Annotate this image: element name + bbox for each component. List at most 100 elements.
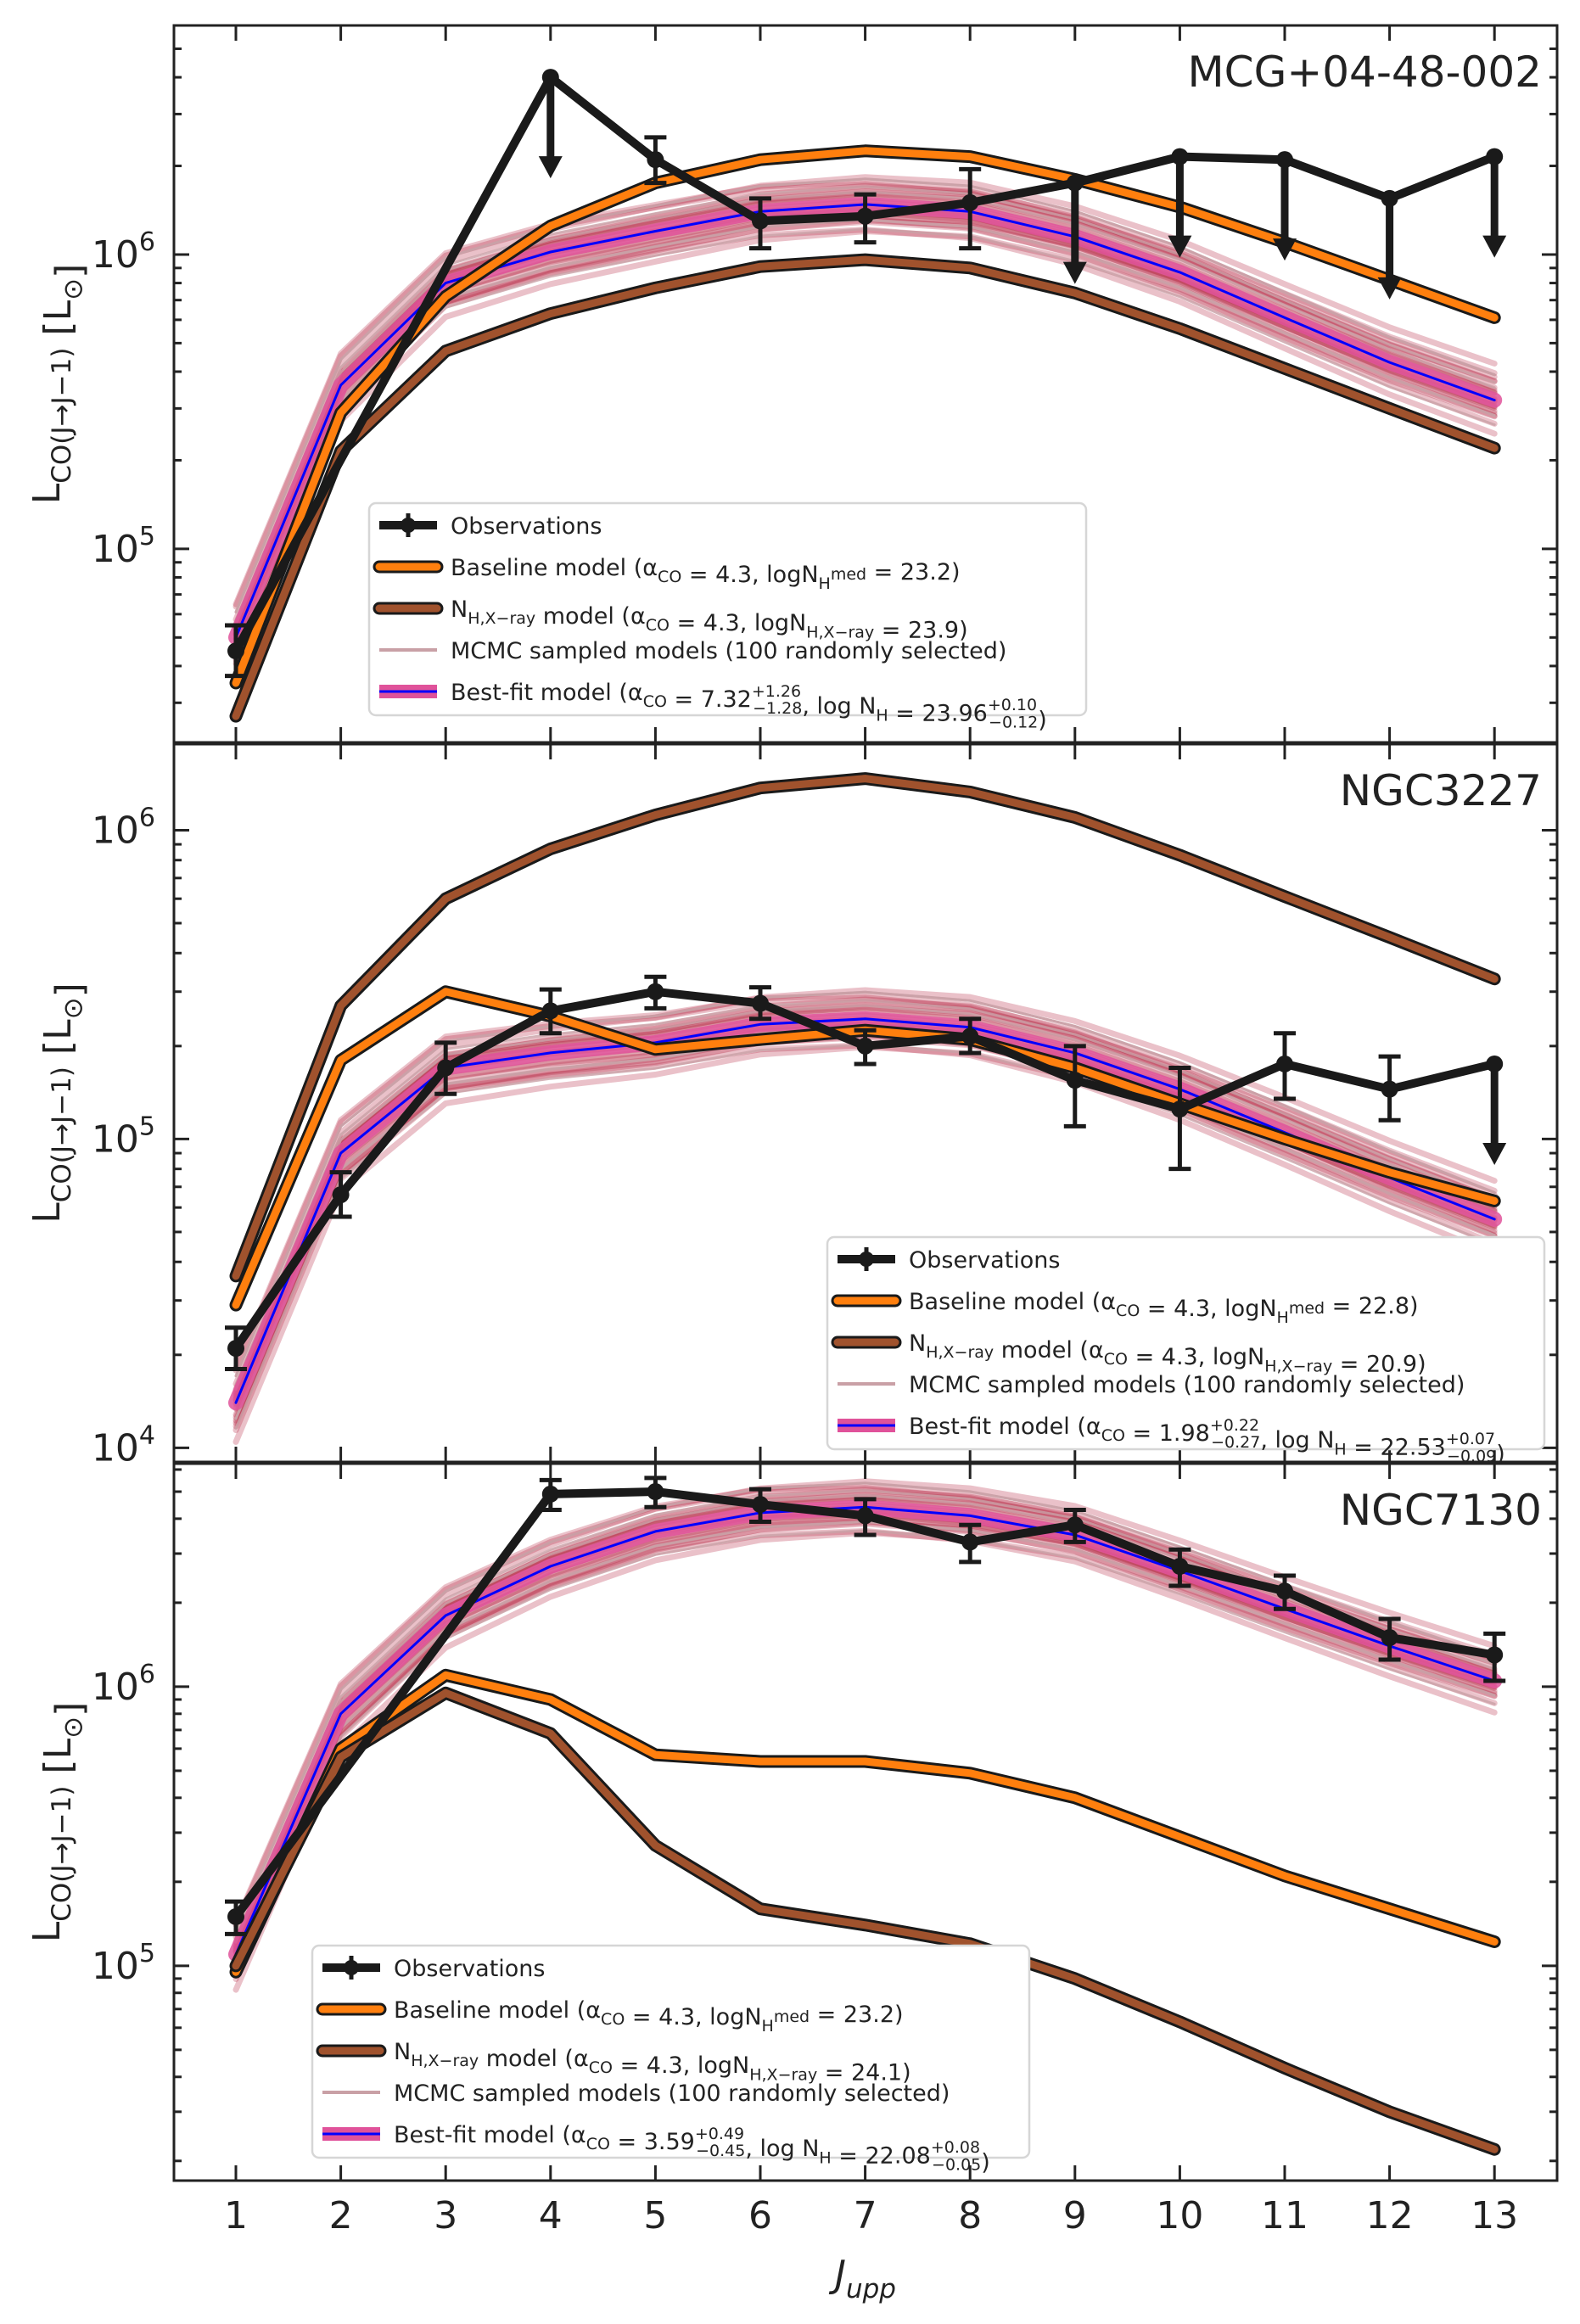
text-span: +0.07 [1446, 1430, 1495, 1448]
text-span: model (α [994, 1337, 1104, 1364]
observation-point [647, 983, 664, 1000]
text-span: N [451, 596, 468, 623]
text-span: H,X−ray [806, 623, 874, 641]
text-span: H [762, 2017, 774, 2036]
observation-point [961, 1028, 979, 1045]
x-axis-label: Jupp [828, 2253, 896, 2304]
observation-point [437, 1059, 455, 1077]
observation-point [1066, 174, 1084, 192]
text-span: CO [643, 692, 667, 711]
mcmc-sample-line [234, 177, 1496, 613]
text-span: Observations [451, 513, 602, 540]
text-span: = 22.53 [1347, 1434, 1446, 1460]
legend-label-nhx: NH,X−ray model (αCO = 4.3, logNH,X−ray =… [394, 2039, 911, 2086]
plot-area [225, 772, 1507, 1445]
observation-point [1381, 189, 1398, 207]
text-span: 5 [139, 522, 155, 552]
text-span: CO [586, 2135, 610, 2153]
y-axis-label: LCO(J→J−1) [L⊙] [25, 264, 91, 505]
observation-point [1276, 151, 1293, 169]
text-span: 5 [139, 1939, 155, 1968]
y-axis-label: LCO(J→J−1) [L⊙] [25, 983, 91, 1224]
observation-point [227, 1340, 244, 1358]
text-span: MCMC sampled models (100 randomly select… [451, 638, 1006, 664]
mcmc-sample-line [234, 1489, 1496, 1939]
text-span: = 4.3, logN [681, 562, 818, 588]
text-span: med [1289, 1299, 1325, 1318]
text-span: N [909, 1330, 926, 1357]
observation-point [961, 1533, 979, 1551]
observation-point [961, 193, 979, 211]
observation-point [227, 642, 244, 660]
text-span: −0.09 [1447, 1447, 1496, 1465]
text-span: med [774, 2008, 810, 2026]
text-span: 10 [92, 1666, 139, 1709]
observation-point [856, 1507, 874, 1525]
text-span: CO [658, 568, 681, 586]
text-span: −0.12 [989, 713, 1038, 731]
panel-title: NGC3227 [1340, 766, 1542, 815]
text-span: = 3.59 [610, 2129, 695, 2155]
text-span: 6 [139, 1660, 155, 1689]
text-span: ) [1496, 1441, 1505, 1467]
text-span: = 22.08 [832, 2142, 931, 2169]
upper-limit-arrowhead [538, 156, 563, 179]
text-span: H,X−ray [749, 2065, 817, 2084]
text-span: CO [646, 616, 670, 635]
mcmc-sample-line [233, 1511, 1498, 1959]
text-span: L [25, 1202, 69, 1224]
x-tick-label: 12 [1366, 2194, 1414, 2237]
x-tick-label: 4 [539, 2194, 563, 2237]
text-span: N [394, 2039, 411, 2065]
y-tick-label: 106 [92, 1660, 155, 1709]
text-span: , log N [802, 693, 876, 720]
text-span: ] [48, 1702, 91, 1716]
text-span: 10 [92, 1426, 139, 1470]
observation-point [1276, 1055, 1293, 1072]
text-span: H [876, 706, 888, 725]
text-span: Baseline model (α [394, 1997, 601, 2024]
legend-box [311, 1944, 1031, 2159]
text-span: = 23.96 [888, 700, 988, 726]
text-span: −0.45 [696, 2142, 745, 2160]
text-span: −0.27 [1211, 1433, 1260, 1452]
mcmc-sample-line [233, 992, 1498, 1371]
plot-area [225, 69, 1507, 723]
text-span: Baseline model (α [451, 555, 658, 581]
x-tick-label: 6 [748, 2194, 772, 2237]
upper-limit-arrowhead [1482, 235, 1507, 258]
legend-label-observations: Observations [451, 513, 602, 540]
mcmc-sample-line [234, 1520, 1496, 1970]
text-span: [L [36, 1019, 80, 1067]
legend-handle-point [344, 1960, 359, 1975]
legend-label-baseline: Baseline model (αCO = 4.3, logNHmed = 22… [909, 1289, 1419, 1327]
observation-point [1171, 148, 1189, 165]
legend-label-nhx: NH,X−ray model (αCO = 4.3, logNH,X−ray =… [909, 1330, 1426, 1377]
nhx-model-line [232, 255, 1499, 720]
text-span: ) [981, 2149, 990, 2176]
x-tick-label: 1 [224, 2194, 248, 2237]
text-span: 10 [92, 1117, 139, 1161]
observation-point [1381, 1629, 1398, 1647]
text-span: 4 [139, 1420, 155, 1450]
text-span: CO(J→J−1) [47, 348, 77, 484]
text-span: = 4.3, logN [613, 2052, 749, 2079]
x-tick-label: 8 [958, 2194, 982, 2237]
text-span: = 23.2) [866, 559, 960, 585]
observation-point [1171, 1558, 1189, 1576]
upper-limit-arrowhead [1482, 1142, 1507, 1165]
panel-title: NGC7130 [1340, 1486, 1542, 1535]
text-span: CO(J→J−1) [47, 1786, 77, 1922]
text-span: = 24.1) [817, 2059, 910, 2086]
observation-point [1066, 1072, 1084, 1089]
legend-label-mcmc: MCMC sampled models (100 randomly select… [394, 2080, 950, 2107]
legend-label-bestfit: Best-fit model (αCO = 7.32+1.26 −1.28, lo… [451, 680, 1047, 733]
mcmc-sample-line [233, 178, 1498, 608]
mcmc-sample-line [234, 1493, 1496, 1944]
observation-point [227, 1907, 244, 1925]
text-span: 10 [92, 809, 139, 852]
